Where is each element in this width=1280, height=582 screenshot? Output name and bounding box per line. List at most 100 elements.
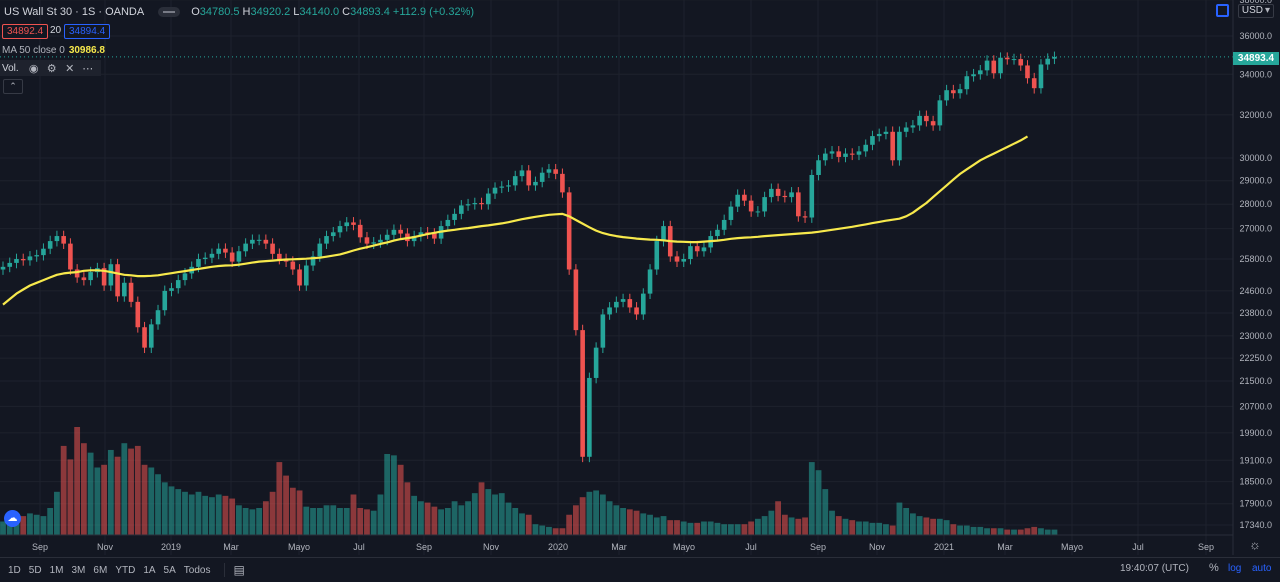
candle-body [762,197,767,212]
candle [822,148,828,166]
candle-body [371,242,376,244]
candle [512,170,518,191]
eye-icon[interactable]: ◉ [28,62,39,75]
volume-bar [80,443,87,535]
candle-body [122,282,127,297]
candle-body [890,131,895,161]
volume-bar [458,505,465,535]
volume-bar [357,508,364,535]
volume-bar [161,482,168,535]
price-tick-label: 19100.0 [1239,455,1272,465]
candle [357,219,363,243]
volume-bar [552,528,559,535]
time-tick-label: Mar [611,542,627,552]
ellipsis-icon[interactable]: ⋯ [82,62,94,75]
timeframe-1m[interactable]: 1M [49,564,64,576]
volume-bar [842,518,849,535]
price-tick-label: 22250.0 [1239,353,1272,363]
candle [762,191,767,217]
volume-bar [754,518,761,535]
timeframe-3m[interactable]: 3M [71,564,86,576]
candle-body [674,256,680,262]
volume-bar [209,497,215,535]
open-key: O [191,6,200,18]
chart-settings-icon[interactable]: ☼ [1249,537,1261,552]
calendar-range-icon[interactable]: ▤ [233,563,245,577]
utc-clock[interactable]: 19:40:07 (UTC) [1120,563,1189,574]
volume-bar [242,508,249,535]
buy-button[interactable]: 34894.4 [64,24,111,39]
candle [202,252,208,265]
candle-body [317,243,323,257]
ma-legend[interactable]: MA 50 close 0 30986.8 [2,45,105,56]
candle [607,302,612,320]
percent-scale-button[interactable]: % [1209,562,1219,574]
candle-body [270,243,275,254]
price-tick-label: 17900.0 [1239,499,1272,509]
toggle-icon[interactable] [158,7,181,17]
volume-bar [397,464,404,535]
timeframe-5a[interactable]: 5A [163,564,176,576]
gear-icon[interactable]: ⚙ [46,62,57,75]
candle-body [607,307,612,315]
candle-body [128,282,134,302]
candle [688,240,693,265]
candle-body [324,236,329,244]
timeframe-6m[interactable]: 6M [93,564,108,576]
volume-bar [316,508,323,535]
timeframe-1d[interactable]: 1D [8,564,21,576]
candle-body [937,100,943,126]
time-tick-label: Nov [97,542,114,552]
candle [593,342,599,384]
price-tick-label: 25800.0 [1239,254,1272,264]
timeframe-todos[interactable]: Todos [183,564,211,576]
candle [378,234,383,248]
candle-body [1045,58,1050,65]
time-tick-label: Nov [483,542,500,552]
timeframe-ytd[interactable]: YTD [115,564,136,576]
candle [391,224,397,241]
candle-body [14,259,19,263]
volume-bar [512,508,519,535]
sell-button[interactable]: 34892.4 [2,24,49,39]
candle [789,187,794,203]
candle-body [1018,59,1024,66]
candle-body [951,90,956,94]
volume-bar [593,490,600,535]
candle [566,187,572,275]
candle [614,296,619,313]
candle-body [910,125,916,128]
calendar-icon[interactable] [1216,4,1229,17]
cloud-icon[interactable]: ☁ [4,510,21,527]
log-scale-button[interactable]: log [1228,563,1242,574]
candle-body [182,273,188,281]
price-tick-label: 38000.0 [1239,0,1272,5]
time-tick-label: Mayo [288,542,310,552]
candle-body [755,211,761,213]
candle-body [492,187,498,194]
volume-bar [606,501,613,535]
candle-body [553,169,558,174]
candle-body [796,192,801,217]
auto-scale-button[interactable]: auto [1252,563,1272,574]
volume-bar [364,509,370,535]
collapse-legend-button[interactable]: ⌃ [3,79,23,94]
timeframe-1a[interactable]: 1A [143,564,156,576]
timeframe-5d[interactable]: 5D [28,564,42,576]
volume-legend[interactable]: Vol. ◉ ⚙ ✕ ⋯ [0,60,101,76]
close-icon[interactable]: ✕ [65,62,75,75]
candle-body [600,314,606,348]
symbol-title[interactable]: US Wall St 30 · 1S · OANDA [4,6,145,18]
candle [903,122,909,138]
candle-body [290,261,296,270]
candle [506,180,511,192]
candle [634,302,639,320]
currency-select[interactable]: USD ▾ [1237,4,1274,18]
chevron-down-icon: ▾ [1264,5,1270,16]
volume-bar [276,462,283,535]
volume-bar [54,491,60,535]
volume-bar [87,452,94,535]
candle [1045,53,1050,70]
candle [951,84,956,99]
